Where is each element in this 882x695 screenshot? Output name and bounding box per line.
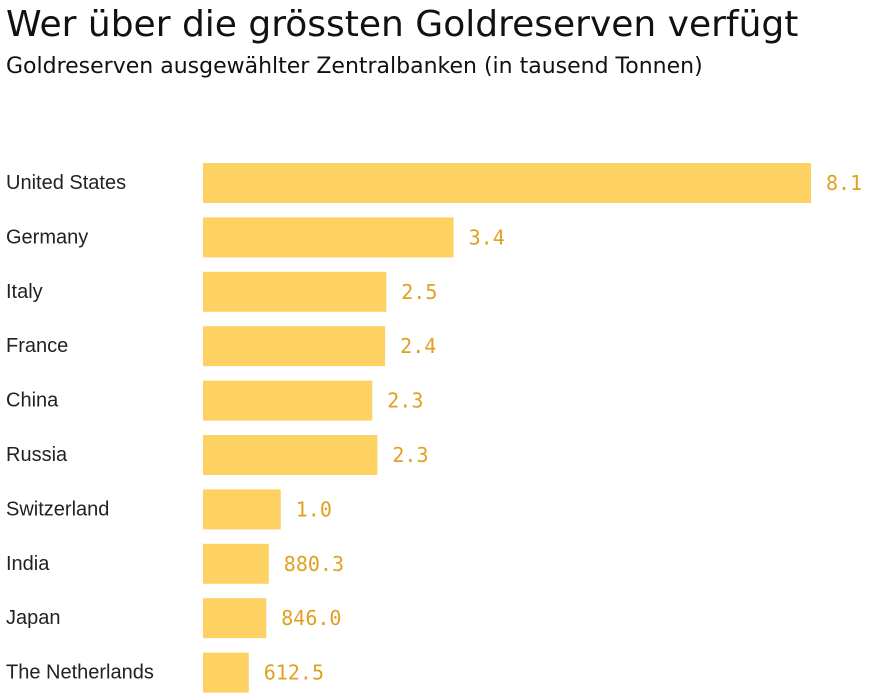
category-label: Germany bbox=[6, 226, 88, 248]
value-label: 2.5 bbox=[401, 280, 437, 304]
bar bbox=[203, 326, 386, 367]
category-label: Japan bbox=[6, 607, 61, 629]
category-label: Russia bbox=[6, 444, 68, 466]
category-label: Italy bbox=[6, 281, 43, 303]
value-label: 8.1 bbox=[826, 171, 862, 195]
value-label: 612.5 bbox=[264, 661, 324, 685]
value-label: 1.0 bbox=[296, 497, 332, 521]
bar bbox=[203, 489, 281, 530]
category-label: The Netherlands bbox=[6, 662, 154, 684]
value-label: 3.4 bbox=[469, 225, 505, 249]
category-label: China bbox=[6, 390, 59, 412]
bar bbox=[203, 380, 373, 421]
category-label: United States bbox=[6, 172, 126, 194]
value-label: 2.3 bbox=[392, 443, 428, 467]
category-label: Switzerland bbox=[6, 498, 109, 520]
bar bbox=[203, 652, 249, 693]
category-label: India bbox=[6, 553, 50, 575]
value-label: 880.3 bbox=[284, 552, 344, 576]
chart-title: Wer über die grössten Goldreserven verfü… bbox=[6, 4, 799, 45]
bar bbox=[203, 271, 387, 312]
bar bbox=[203, 163, 811, 203]
bar bbox=[203, 217, 454, 258]
value-label: 846.0 bbox=[281, 606, 341, 630]
value-label: 2.4 bbox=[400, 334, 436, 358]
bar bbox=[203, 543, 269, 584]
bar bbox=[203, 435, 378, 475]
value-label: 2.3 bbox=[387, 389, 423, 413]
chart-subtitle: Goldreserven ausgewählter Zentralbanken … bbox=[6, 54, 703, 79]
category-label: France bbox=[6, 335, 68, 357]
bar bbox=[203, 598, 267, 639]
